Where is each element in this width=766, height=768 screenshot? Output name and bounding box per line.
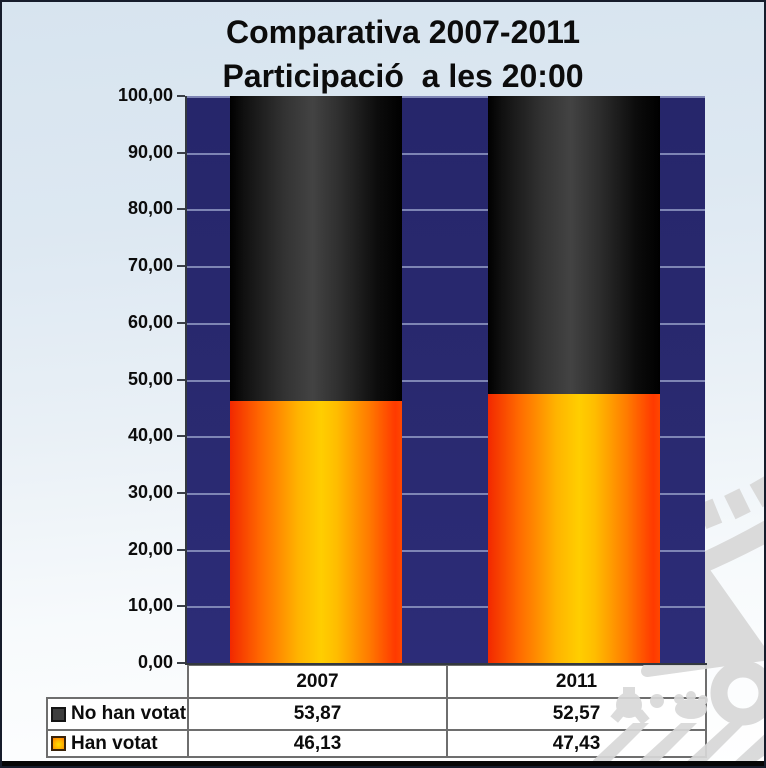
y-axis-label: 10,00 (127, 595, 173, 616)
bar-2007-segment-han-votat (230, 401, 402, 663)
y-axis-tick (177, 151, 185, 154)
bottom-frame-bar (2, 761, 764, 766)
y-axis-tick (177, 95, 185, 97)
table-header-2007-label: 2007 (296, 670, 339, 692)
x-axis-line (185, 663, 707, 665)
gridline (187, 323, 705, 325)
table-cell-han-votat-2007: 46,13 (187, 729, 448, 758)
chart-title-line2: Participació a les 20:00 (222, 58, 584, 94)
bar-2011-segment-no-han-votat (488, 96, 660, 395)
bar-2011-segment-han-votat (488, 394, 660, 663)
y-axis-label: 0,00 (137, 652, 173, 672)
gridline (187, 96, 705, 98)
y-axis-tick (177, 605, 185, 608)
y-axis-label: 50,00 (127, 368, 173, 389)
y-axis-label: 80,00 (127, 198, 173, 219)
legend-label-han-votat: Han votat (71, 732, 158, 754)
table-header-2011-label: 2011 (555, 670, 598, 692)
gridline (187, 606, 705, 608)
y-axis-tick (177, 208, 185, 211)
bar-2007 (230, 96, 402, 663)
gridline (187, 550, 705, 552)
y-axis-tick (177, 548, 185, 551)
bar-2007-segment-no-han-votat (230, 96, 402, 402)
gridline (187, 436, 705, 438)
y-axis-label: 100,00 (117, 85, 173, 105)
y-axis-tick (177, 321, 185, 324)
plot-area (187, 96, 705, 663)
value-no-han-votat-2007: 53,87 (293, 703, 342, 724)
legend-label-no-han-votat: No han votat (71, 703, 187, 724)
y-axis-label: 40,00 (127, 425, 173, 446)
legend-swatch-no-han-votat (51, 706, 66, 722)
table-cell-no-han-votat-2007: 53,87 (187, 697, 448, 731)
y-axis-label: 60,00 (127, 311, 173, 332)
value-han-votat-2011: 47,43 (552, 732, 601, 754)
bar-2011 (488, 96, 660, 663)
value-no-han-votat-2011: 52,57 (552, 703, 601, 724)
gridline (187, 266, 705, 268)
y-axis-tick (177, 435, 185, 438)
y-axis-tick (177, 265, 185, 268)
value-han-votat-2007: 46,13 (293, 732, 342, 754)
legend-swatch-han-votat (51, 736, 66, 751)
legend-item-han-votat: Han votat (46, 729, 189, 758)
y-axis-tick (177, 378, 185, 381)
table-header-2011: 2011 (446, 664, 707, 699)
chart-title: Comparativa 2007-2011 Participació a les… (90, 10, 716, 98)
gridline (187, 493, 705, 495)
y-axis-label: 30,00 (127, 481, 173, 502)
y-axis-label: 20,00 (127, 538, 173, 559)
chart-title-line1: Comparativa 2007-2011 (226, 14, 580, 50)
y-axis-line (185, 96, 187, 665)
gridline (187, 380, 705, 382)
y-axis-tick (177, 662, 185, 664)
gridline (187, 153, 705, 155)
y-axis-label: 90,00 (127, 141, 173, 162)
gridline (187, 209, 705, 211)
y-axis-tick (177, 491, 185, 494)
y-axis-label: 70,00 (127, 255, 173, 276)
table-header-2007: 2007 (187, 664, 448, 699)
legend-item-no-han-votat: No han votat (46, 697, 189, 731)
